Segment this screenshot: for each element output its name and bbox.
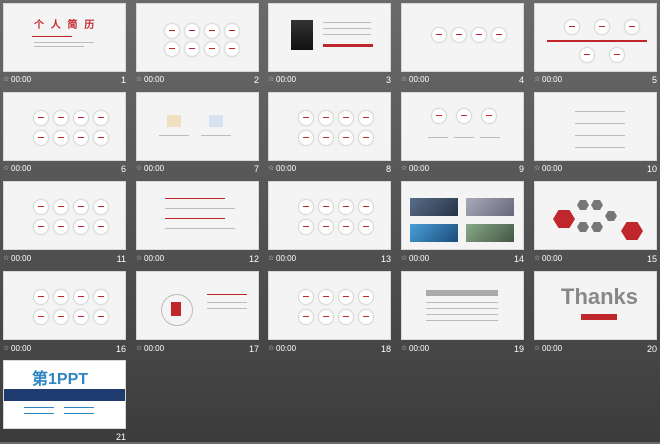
timing-icon: ☆ [3, 165, 10, 172]
slide-thumbnail-6[interactable] [3, 92, 126, 161]
slide-thumbnail-7[interactable] [136, 92, 259, 161]
slide-thumbnail-14[interactable] [401, 181, 524, 250]
slide-meta-20: ☆ 00:00 20 [534, 344, 657, 354]
slide-meta-1: ☆ 00:00 1 [3, 75, 126, 85]
slide-meta-7: ☆ 00:00 7 [136, 164, 259, 174]
slide-meta-3: ☆ 00:00 3 [268, 75, 391, 85]
slide-thumbnail-12[interactable] [136, 181, 259, 250]
slide-thumbnail-11[interactable] [3, 181, 126, 250]
timing-icon: ☆ [268, 255, 275, 262]
slide-thumbnail-9[interactable] [401, 92, 524, 161]
slide-meta-14: ☆ 00:00 14 [401, 254, 524, 264]
timing-icon: ☆ [401, 76, 408, 83]
timing-icon: ☆ [401, 255, 408, 262]
slide-meta-18: ☆ 00:00 18 [268, 344, 391, 354]
slide-thumbnail-8[interactable] [268, 92, 391, 161]
slide-meta-16: ☆ 00:00 16 [3, 344, 126, 354]
slide-thumbnail-20[interactable]: Thanks [534, 271, 657, 340]
slide-thumbnail-10[interactable] [534, 92, 657, 161]
slide-thumbnail-2[interactable] [136, 3, 259, 72]
slide-meta-10: ☆ 00:00 10 [534, 164, 657, 174]
slide-thumbnail-18[interactable] [268, 271, 391, 340]
slide-thumbnail-19[interactable] [401, 271, 524, 340]
slide-thumbnail-21[interactable]: 第1PPT [3, 360, 126, 429]
slide-meta-2: ☆ 00:00 2 [136, 75, 259, 85]
resume-title: 个 人 简 历 [34, 20, 97, 31]
timing-icon: ☆ [401, 165, 408, 172]
slide-meta-19: ☆ 00:00 19 [401, 344, 524, 354]
slide-meta-17: ☆ 00:00 17 [136, 344, 259, 354]
timing-icon: ☆ [534, 76, 541, 83]
timing-icon: ☆ [534, 255, 541, 262]
timing-icon: ☆ [268, 76, 275, 83]
portrait-photo [291, 20, 313, 50]
slide-thumbnail-3[interactable] [268, 3, 391, 72]
timing-icon: ☆ [136, 76, 143, 83]
timing-icon: ☆ [534, 165, 541, 172]
slide-thumbnail-1[interactable]: 个 人 简 历 [3, 3, 126, 72]
slide-meta-12: ☆ 00:00 12 [136, 254, 259, 264]
timing-icon: ☆ [136, 345, 143, 352]
slide-thumbnail-16[interactable] [3, 271, 126, 340]
slide-meta-21: 21 [115, 432, 126, 442]
slide-thumbnail-4[interactable] [401, 3, 524, 72]
timing-icon: ☆ [401, 345, 408, 352]
slide-meta-8: ☆ 00:00 8 [268, 164, 391, 174]
timing-icon: ☆ [136, 255, 143, 262]
slide-thumbnail-17[interactable] [136, 271, 259, 340]
slide-thumbnail-5[interactable] [534, 3, 657, 72]
timing-icon: ☆ [534, 345, 541, 352]
ppt-logo-title: 第1PPT [32, 371, 89, 388]
slide-meta-6: ☆ 00:00 6 [3, 164, 126, 174]
timing-icon: ☆ [136, 165, 143, 172]
thanks-title: Thanks [561, 284, 639, 309]
timing-icon: ☆ [268, 345, 275, 352]
timing-icon: ☆ [3, 255, 10, 262]
slide-meta-5: ☆ 00:00 5 [534, 75, 657, 85]
slide-meta-15: ☆ 00:00 15 [534, 254, 657, 264]
slide-meta-11: ☆ 00:00 11 [3, 254, 126, 264]
timing-icon: ☆ [3, 345, 10, 352]
slide-meta-13: ☆ 00:00 13 [268, 254, 391, 264]
slide-meta-9: ☆ 00:00 9 [401, 164, 524, 174]
slide-thumbnail-15[interactable] [534, 181, 657, 250]
slide-thumbnail-13[interactable] [268, 181, 391, 250]
slide-meta-4: ☆ 00:00 4 [401, 75, 524, 85]
timing-icon: ☆ [268, 165, 275, 172]
timing-icon: ☆ [3, 76, 10, 83]
